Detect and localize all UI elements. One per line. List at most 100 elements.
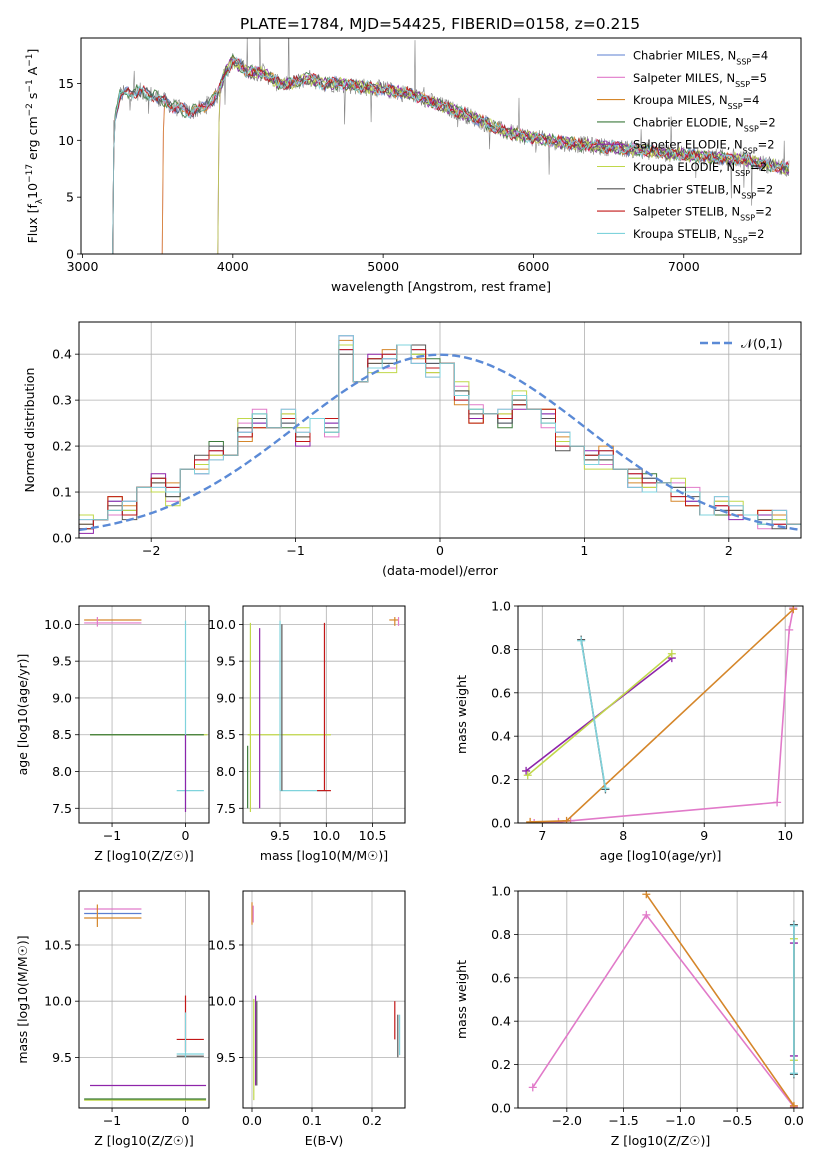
weight-vs-age-line-0: [534, 608, 795, 823]
weight-vs-age-marker: [667, 649, 676, 658]
age-vs-mass-xtick-label: 9.5: [270, 828, 290, 843]
spectrum-ytick-label: 15: [58, 76, 74, 91]
ylabel-part: −2: [25, 103, 35, 116]
weight-vs-Z-axes: −2.0 −1.5 −1.0 −0.5 0.0 0.0 0.2 0.4 0.6 0.8 1.0: [491, 884, 804, 1129]
residuals-ytick-label: 0.1: [52, 485, 72, 500]
weight-vs-Z-ytick-label: 0.4: [491, 1014, 511, 1029]
ylabel-part: A: [25, 66, 40, 79]
ylabel-part: λ: [35, 198, 45, 204]
legend-count: =2: [750, 160, 767, 174]
residuals-xlabel: (data-model)/error: [382, 563, 499, 578]
mass-vs-EBV-xtick-label: 0.1: [302, 1113, 322, 1128]
residuals-xtick-label: −2: [142, 543, 160, 558]
legend-label: Chabrier STELIB, NSSP=2: [633, 182, 773, 200]
weight-vs-age-ytick-label: 0.4: [491, 729, 511, 744]
age-vs-Z-ylabel: age [log10(age/yr)]: [15, 654, 30, 776]
spectrum-xtick-label: 4000: [217, 259, 249, 274]
model-line-7: [112, 57, 789, 254]
age-vs-mass-xlabel: mass [log10(M/M☉)]: [260, 848, 388, 863]
legend-name: Kroupa MILES, N: [633, 93, 728, 107]
legend-count: =2: [759, 115, 776, 129]
legend-label: Chabrier ELODIE, NSSP=2: [633, 115, 776, 132]
weight-vs-age-xtick-label: 9: [700, 828, 708, 843]
weight-vs-age-marker: [562, 816, 571, 823]
age-vs-mass-ytick-label: 8.0: [216, 764, 236, 779]
legend-sub: SSP: [735, 79, 750, 88]
age-vs-Z-xtick-label: −1: [103, 828, 121, 843]
legend-sub: SSP: [744, 124, 759, 133]
model-line-4: [217, 58, 790, 254]
legend-count: =2: [758, 138, 775, 152]
legend-name: Salpeter ELODIE, N: [633, 138, 743, 152]
residuals-xtick-label: 1: [580, 543, 588, 558]
legend-label: Salpeter MILES, NSSP=5: [633, 71, 767, 89]
legend-count: =5: [750, 71, 767, 85]
legend-sub: SSP: [735, 169, 750, 178]
mass-vs-Z-frame: [78, 890, 210, 1109]
spectrum-ytick-label: 10: [58, 133, 74, 148]
mass-vs-EBV-xtick-label: 0.0: [242, 1113, 262, 1128]
spectrum-ytick-label: 5: [66, 190, 74, 205]
legend-sub: SSP: [728, 102, 743, 111]
model-line-5: [217, 60, 790, 254]
weight-vs-age-ylabel: mass weight: [454, 675, 469, 754]
residuals-axes: −2 −1 0 1 2 0.0 0.1 0.2 0.3 0.4: [52, 322, 801, 558]
legend-name: Salpeter STELIB, N: [633, 205, 740, 219]
mass-vs-EBV-marks: [251, 902, 401, 1101]
legend-label: Salpeter ELODIE, NSSP=2: [633, 138, 775, 156]
weight-vs-age-marker: [773, 798, 782, 807]
weight-vs-age-marker: [523, 771, 532, 780]
spectrum-xtick-label: 3000: [67, 259, 99, 274]
weight-vs-age-ytick-label: 0.0: [491, 816, 511, 831]
legend-count: =4: [743, 93, 760, 107]
legend-count: =2: [756, 182, 773, 196]
weight-vs-Z-marker: [789, 921, 798, 930]
age-vs-mass-axes: 9.5 10.0 10.5 7.5 8.0 8.5 9.0 9.5 10.0: [208, 606, 405, 843]
legend-name: Chabrier ELODIE, N: [633, 115, 744, 129]
spectrum-ylabel: Flux [fλ10−17 erg cm−2 s−1 A−1]: [25, 49, 45, 244]
residuals-ytick-label: 0.0: [52, 531, 72, 546]
ylabel-part: ]: [25, 49, 40, 54]
age-vs-Z-axes: −1 0 7.5 8.0 8.5 9.0 9.5 10.0: [44, 606, 209, 843]
weight-vs-Z-xtick-label: −1.0: [665, 1113, 695, 1128]
age-vs-Z-ytick-label: 9.0: [52, 690, 72, 705]
normal-legend-label: 𝒩(0,1): [741, 336, 783, 351]
age-vs-Z-ytick-label: 8.0: [52, 764, 72, 779]
weight-vs-Z-xtick-label: −1.5: [608, 1113, 638, 1128]
weight-vs-age-line-3: [527, 653, 673, 776]
weight-vs-age-marker: [789, 606, 798, 614]
weight-vs-Z-xtick-label: −0.5: [722, 1113, 752, 1128]
model-line-8: [112, 56, 789, 254]
ylabel-part: −1: [25, 79, 35, 92]
weight-vs-Z-ytick-label: 1.0: [491, 884, 511, 899]
ylabel-part: −1: [25, 54, 35, 67]
mass-vs-EBV-ytick-label: 10.0: [208, 994, 236, 1009]
weight-vs-Z-frame: [517, 890, 804, 1109]
spectrum-xtick-label: 6000: [518, 259, 550, 274]
age-vs-Z-frame: [78, 605, 210, 824]
weight-vs-age-xtick-label: 10: [777, 828, 793, 843]
ylabel-part: erg cm: [25, 116, 40, 164]
weight-vs-Z-xtick-label: 0.0: [784, 1113, 804, 1128]
weight-vs-age-marker: [530, 819, 539, 823]
mass-vs-Z-axes: −1 0 9.5 10.0 10.5: [44, 891, 209, 1128]
mass-vs-Z-ytick-label: 10.0: [44, 994, 72, 1009]
mass-vs-EBV-xtick-label: 0.2: [362, 1113, 382, 1128]
legend-label: Kroupa STELIB, NSSP=2: [633, 227, 764, 245]
legend-name: Chabrier STELIB, N: [633, 182, 741, 196]
age-vs-mass-ytick-label: 10.0: [208, 617, 236, 632]
legend-label: Kroupa MILES, NSSP=4: [633, 93, 759, 111]
mass-vs-Z-ylabel: mass [log10(M/M☉)]: [15, 935, 30, 1063]
legend-sub: SSP: [741, 191, 756, 200]
legend-sub: SSP: [743, 146, 758, 155]
weight-vs-Z-xlabel: Z [log10(Z/Z☉)]: [611, 1133, 711, 1148]
normal-curve: [79, 353, 801, 532]
weight-vs-Z-ytick-label: 0.8: [491, 927, 511, 942]
weight-vs-age-marker: [785, 625, 794, 634]
mass-vs-Z-ytick-label: 10.5: [44, 937, 72, 952]
weight-vs-age-xlabel: age [log10(age/yr)]: [600, 848, 722, 863]
residuals-ytick-label: 0.4: [52, 347, 72, 362]
weight-vs-Z-marks: [528, 891, 798, 1108]
